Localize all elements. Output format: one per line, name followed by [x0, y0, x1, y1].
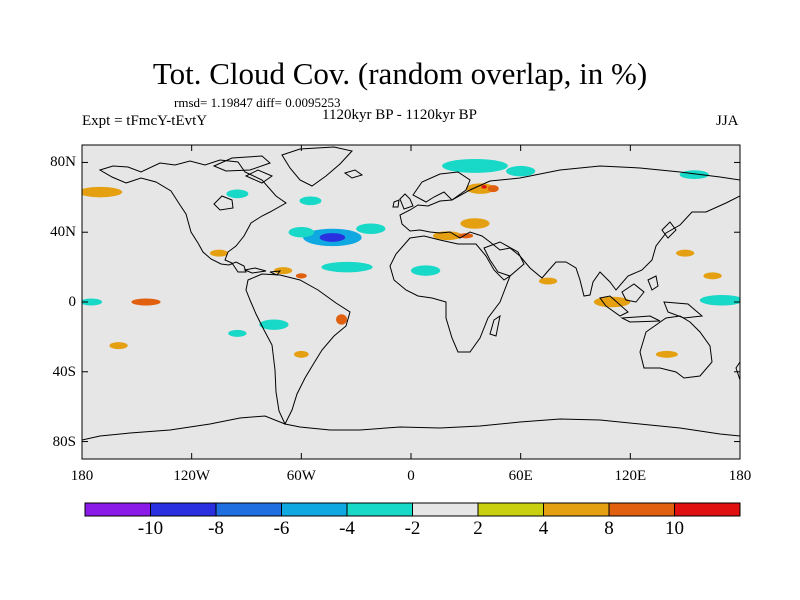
- anomaly-patch-14: [228, 329, 247, 337]
- x-tick-label-3: 0: [407, 468, 415, 484]
- colorbar-box-7: [543, 502, 610, 517]
- y-tick-label-3: 40S: [52, 363, 76, 380]
- anomaly-patch-31: [131, 298, 161, 306]
- coastlines: [82, 146, 740, 441]
- colorbar-label-4: -2: [404, 518, 421, 539]
- colorbar-box-4: [346, 502, 413, 517]
- colorbar-label-0: -10: [137, 518, 164, 539]
- x-tick-label-0: 180: [70, 468, 94, 484]
- anomaly-patch-0: [319, 233, 346, 242]
- anomaly-patch-19: [82, 186, 123, 198]
- anomaly-patch-7: [299, 196, 322, 206]
- anomaly-patch-15: [465, 183, 496, 194]
- colorbar-label-1: -8: [208, 518, 224, 539]
- anomaly-patch-16: [460, 218, 490, 229]
- anomaly-patch-30: [336, 314, 348, 325]
- anomaly-patch-21: [273, 267, 293, 275]
- period-label: 1120kyr BP - 1120kyr BP: [322, 107, 478, 123]
- colorbar-box-9: [674, 502, 741, 517]
- colorbar-label-8: 10: [665, 518, 684, 539]
- season-label: JJA: [716, 113, 739, 129]
- anomaly-patch-6: [226, 189, 249, 199]
- anomaly-patch-3: [356, 223, 386, 234]
- anomaly-patch-28: [487, 185, 499, 193]
- y-tick-label-0: 80N: [50, 154, 76, 171]
- anomaly-patch-12: [82, 298, 103, 306]
- anomaly-patch-18: [593, 296, 631, 308]
- x-tick-label-5: 120E: [614, 468, 647, 484]
- colorbar-box-0: [84, 502, 151, 517]
- colorbar-box-8: [608, 502, 675, 517]
- anomaly-patch-23: [703, 272, 722, 280]
- anomaly-patch-32: [295, 273, 307, 279]
- axis-ticks: [81, 145, 741, 459]
- colorbar-label-2: -6: [273, 518, 290, 539]
- colorbar-label-6: 4: [538, 518, 549, 539]
- anomaly-patch-26: [109, 342, 128, 350]
- y-tick-label-2: 0: [68, 294, 77, 310]
- x-tick-label-2: 60W: [286, 468, 316, 484]
- anomaly-patch-22: [676, 249, 695, 257]
- anomaly-patch-5: [411, 265, 441, 276]
- colorbar-box-1: [150, 502, 217, 517]
- x-tick-label-6: 180: [728, 468, 752, 484]
- y-tick-label-1: 40N: [50, 224, 76, 241]
- anomaly-patch-20: [209, 249, 229, 257]
- colorbar-box-5: [412, 502, 479, 517]
- colorbar-label-7: 8: [604, 518, 614, 539]
- y-tick-label-4: 80S: [52, 433, 76, 450]
- colorbar-label-3: -4: [339, 518, 355, 539]
- anomaly-patch-33: [481, 185, 487, 189]
- anomaly-patch-17: [432, 231, 463, 241]
- anomaly-patch-8: [442, 158, 508, 173]
- anomaly-patch-27: [538, 277, 558, 285]
- statistics-label: rmsd= 1.19847 diff= 0.0095253: [174, 95, 341, 110]
- colorbar-box-3: [281, 502, 348, 517]
- anomaly-patch-11: [699, 295, 740, 306]
- colorbar-box-2: [215, 502, 282, 517]
- anomaly-patch-25: [294, 350, 309, 358]
- anomaly-patch-24: [655, 350, 678, 358]
- map-background: [82, 145, 740, 459]
- anomaly-layer: [82, 158, 740, 358]
- plot-title: Tot. Cloud Cov. (random overlap, in %): [152, 56, 648, 91]
- x-tick-label-1: 120W: [173, 468, 210, 484]
- anomaly-patch-2: [288, 226, 315, 238]
- anomaly-patch-9: [506, 165, 536, 177]
- colorbar: [84, 502, 741, 517]
- colorbar-box-6: [477, 502, 544, 517]
- anomaly-patch-13: [259, 319, 289, 330]
- colorbar-label-5: 2: [473, 518, 483, 539]
- experiment-label: Expt = tFmcY-tEvtY: [82, 113, 208, 129]
- x-tick-label-4: 60E: [508, 468, 533, 484]
- anomaly-patch-4: [321, 261, 373, 273]
